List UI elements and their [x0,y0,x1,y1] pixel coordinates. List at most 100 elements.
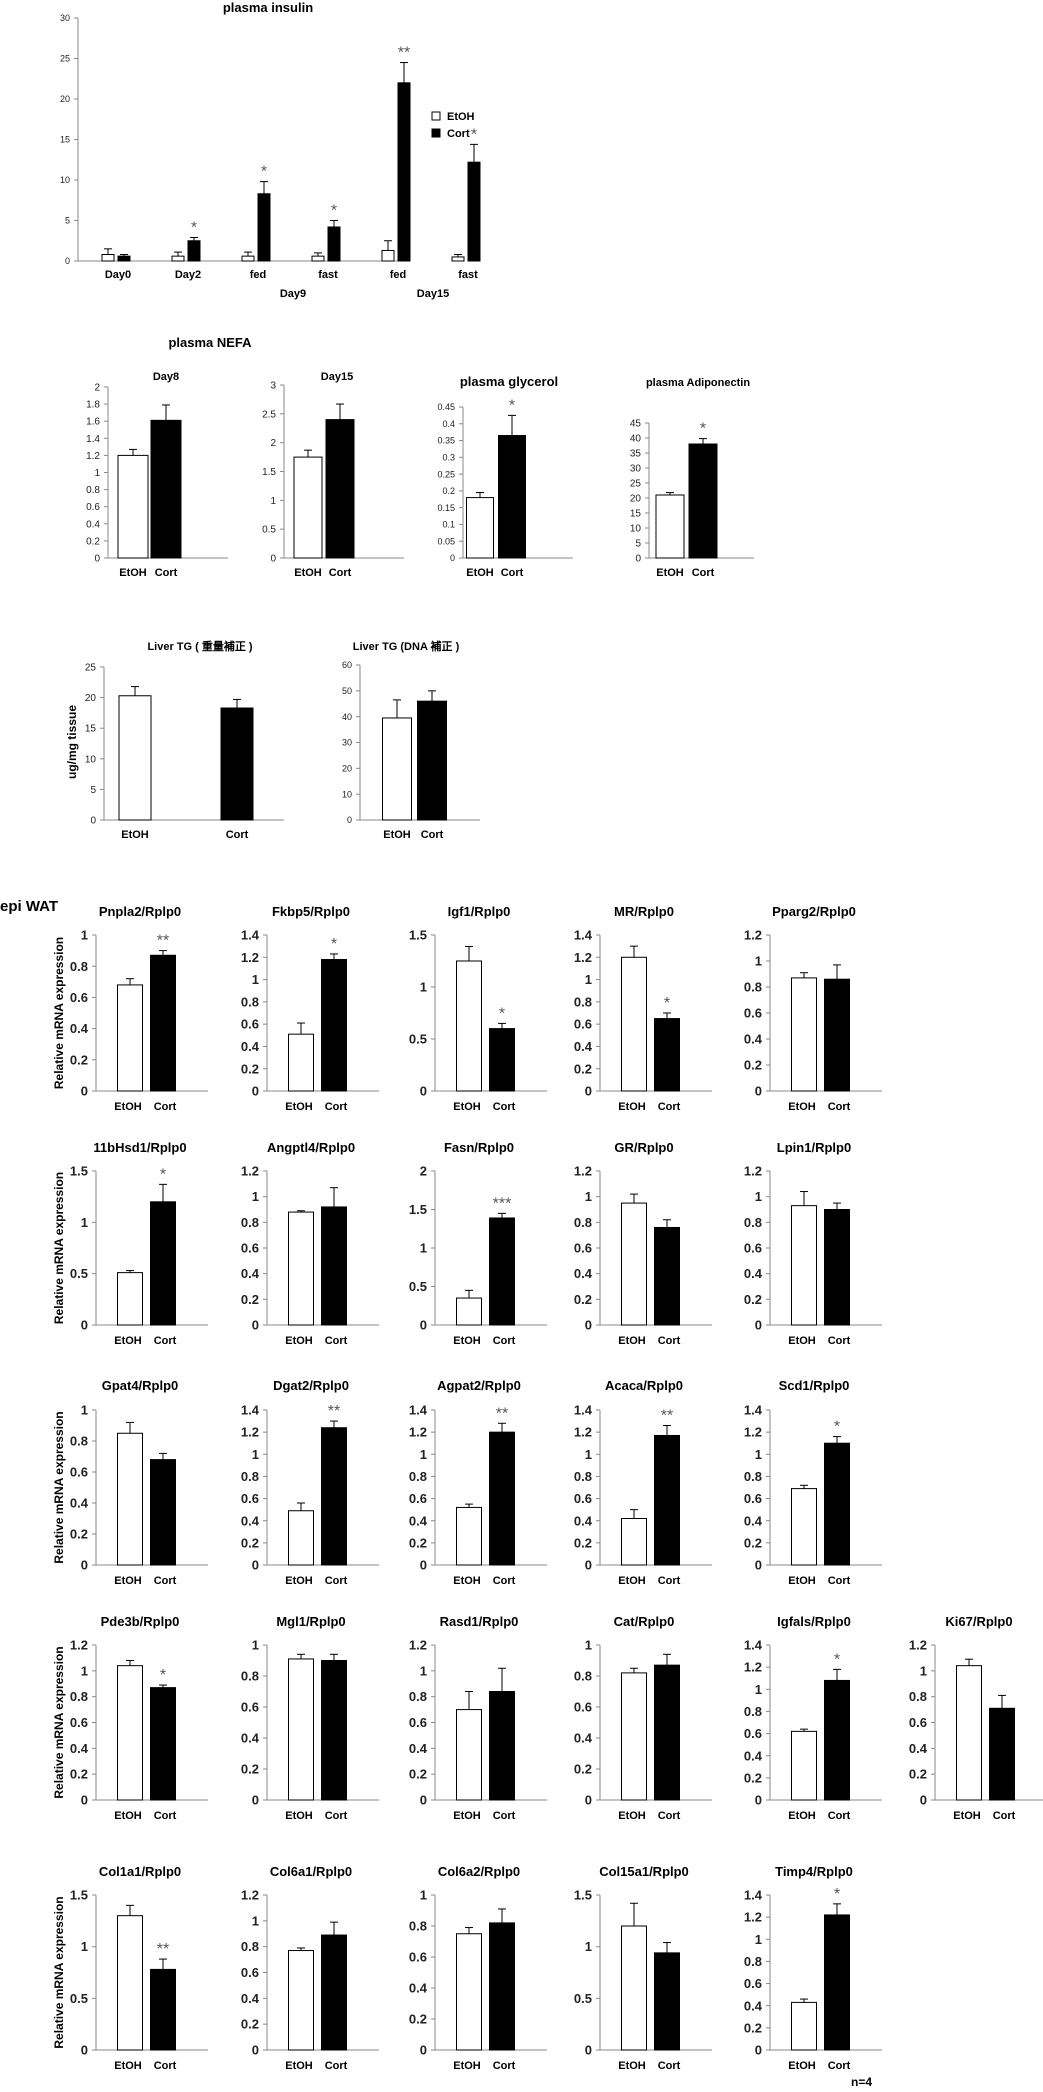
bar-etoh [118,695,152,821]
x-tick-label: Cort [226,829,249,841]
x-tick-label: EtOH [383,829,411,841]
legend-swatch-cort [431,128,441,138]
y-tick-label: 0.35 [437,436,455,446]
significance-star: * [834,1419,840,1436]
y-tick-label: 0.6 [409,1491,427,1506]
y-tick-label: 1 [252,1913,259,1928]
bar-etoh [456,1297,482,1326]
y-tick-label: 0.6 [574,1700,592,1715]
y-tick-label: 1.2 [409,1425,427,1440]
y-axis-label: Relative mRNA expression [52,1896,66,2048]
bar-etoh [456,1933,482,2051]
y-tick-label: 1.5 [262,467,276,478]
bar-cort [150,954,176,1092]
significance-star: * [700,421,706,438]
bar-etoh [466,497,494,559]
bar-cort [150,419,182,559]
y-tick-label: 1.2 [574,1425,592,1440]
y-tick-label: 0.8 [574,1669,592,1684]
bar-cort [654,1664,680,1801]
y-tick-label: 0.4 [744,1032,763,1047]
y-tick-label: 1 [252,972,259,987]
bar-etoh [171,255,185,262]
y-tick-label: 1.2 [744,1910,762,1925]
y-tick-label: 1.5 [70,1888,88,1903]
x-tick-label: EtOH [656,567,684,579]
y-tick-label: 1.4 [744,1403,763,1418]
x-tick-label: Cort [154,1335,177,1347]
y-tick-label: 1.4 [241,1403,260,1418]
x-tick-label: Cort [325,1575,348,1587]
x-tick-label: EtOH [788,1810,816,1822]
bar-cort [824,1679,850,1801]
bar-cort [150,1201,176,1326]
group-label: Day9 [280,288,306,300]
y-tick-label: 1 [585,1638,592,1653]
x-tick-label: Cort [154,1810,177,1822]
bar-etoh [621,956,647,1092]
chart-title: Dgat2/Rplp0 [273,1378,349,1393]
y-tick-label: 1.4 [241,928,260,943]
section-title-nefa: plasma NEFA [168,335,252,350]
y-tick-label: 0.4 [241,1731,260,1746]
bar-cort [257,193,271,262]
y-tick-label: 0.2 [744,1292,762,1307]
bar-etoh [791,1205,817,1326]
bar-cort [489,1922,515,2051]
x-tick-label: Cort [493,1575,516,1587]
chart-title: Lpin1/Rplp0 [777,1140,851,1155]
y-tick-label: 0.8 [574,1469,592,1484]
y-tick-label: 0.2 [744,1058,762,1073]
x-tick-label: Cort [828,2060,851,2072]
y-tick-label: 0.4 [241,1266,260,1281]
bar-etoh [451,256,465,262]
y-tick-label: 0 [450,553,455,563]
y-tick-label: 0.4 [70,1021,89,1036]
y-tick-label: 0.2 [409,1535,427,1550]
y-tick-label: 0 [420,1793,427,1808]
y-tick-label: 0.2 [70,1527,88,1542]
x-tick-label: EtOH [294,567,322,579]
x-tick-label: fed [390,269,407,281]
chart-timp4: Timp4/Rplp0 0 0.2 0.4 0.6 0.8 1 1.2 1.4 * EtOH Cort [744,1864,882,2072]
y-tick-label: 0 [585,1793,592,1808]
y-tick-label: 0.4 [70,1496,89,1511]
y-tick-label: 0.4 [744,1998,763,2013]
chart-title: GR/Rplp0 [614,1140,673,1155]
chart-pnpla2: Pnpla2/Rplp0 0 0.2 0.4 0.6 0.8 1 Relative mRNA … [52,904,208,1113]
y-tick-label: 20 [342,763,352,773]
x-tick-label: fast [318,269,338,281]
y-tick-label: 0.4 [409,1981,428,1996]
y-tick-label: 0.6 [70,1465,88,1480]
x-tick-label: Cort [154,1101,177,1113]
y-tick-label: 0 [252,1793,259,1808]
significance-star: ** [157,933,169,950]
chart-rasd1: Rasd1/Rplp0 0 0.2 0.4 0.6 0.8 1 1.2 EtOH Cort [409,1614,547,1822]
significance-star: * [509,397,515,414]
y-tick-label: 1.5 [70,1164,88,1179]
x-tick-label: Cort [154,1575,177,1587]
y-tick-label: 10 [630,524,642,535]
y-tick-label: 0.3 [442,452,455,462]
x-tick-label: EtOH [453,1575,481,1587]
y-tick-label: 1.2 [241,1164,259,1179]
significance-star: * [664,995,670,1012]
bar-etoh [791,2001,817,2051]
x-tick-label: EtOH [953,1810,981,1822]
y-tick-label: 0.6 [744,1241,762,1256]
x-tick-label: EtOH [285,1335,313,1347]
section-label-epi-wat: epi WAT [0,898,59,915]
chart-angptl4: Angptl4/Rplp0 0 0.2 0.4 0.6 0.8 1 1.2 EtOH Cort [241,1140,379,1347]
y-tick-label: 5 [635,539,641,550]
y-tick-label: 0.6 [70,990,88,1005]
y-tick-label: 1.4 [574,928,593,943]
y-tick-label: 0.8 [744,1469,762,1484]
bar-etoh [288,1950,314,2051]
x-tick-label: Cort [493,1810,516,1822]
y-axis-label: Relative mRNA expression [52,1411,66,1563]
y-tick-label: 20 [60,94,70,104]
y-tick-label: 0.4 [909,1741,928,1756]
bar-cort [654,1018,680,1092]
y-tick-label: 2 [420,1164,427,1179]
y-tick-label: 0.8 [70,1689,88,1704]
